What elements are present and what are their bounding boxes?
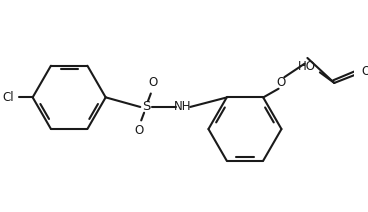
Text: Cl: Cl [3,91,14,104]
Text: S: S [142,100,150,113]
Text: NH: NH [174,100,191,113]
Text: O: O [277,77,286,89]
Text: O: O [148,77,158,89]
Text: O: O [135,124,144,137]
Text: HO: HO [298,60,316,73]
Text: O: O [361,65,368,78]
